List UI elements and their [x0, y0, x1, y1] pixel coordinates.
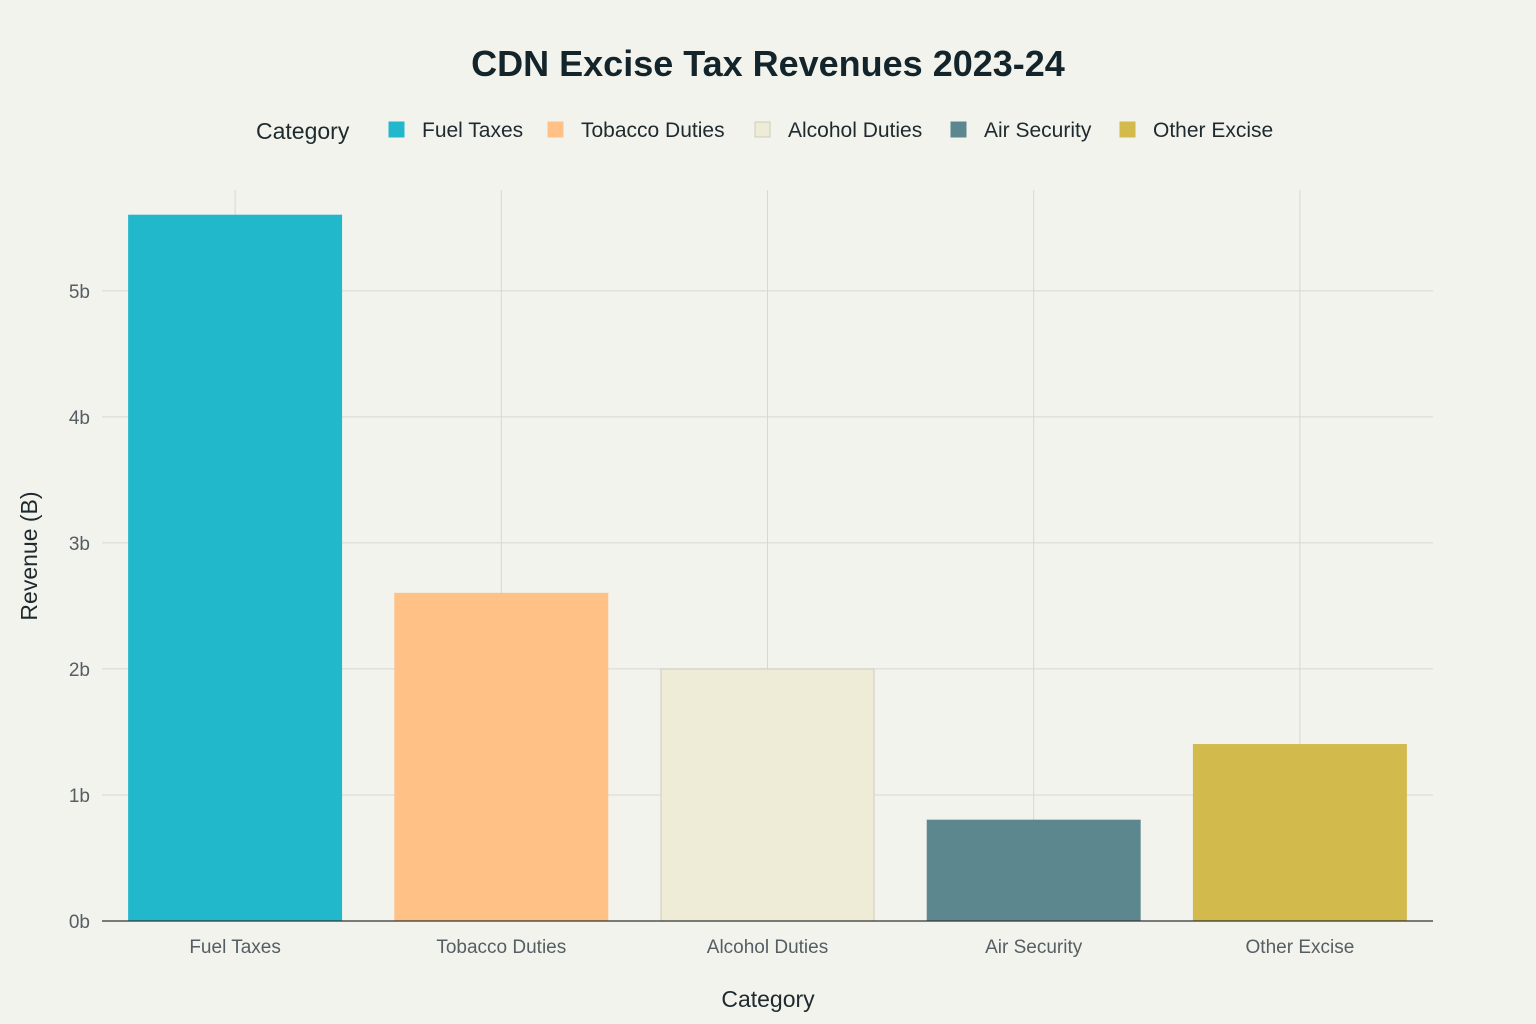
legend-entry-label: Alcohol Duties [788, 119, 922, 142]
legend-entry-label: Fuel Taxes [422, 119, 523, 142]
legend-title: Category [256, 118, 350, 144]
x-tick-label: Air Security [985, 937, 1083, 958]
x-axis-title: Category [721, 986, 815, 1012]
y-tick-label: 4b [69, 408, 90, 429]
x-tick-label: Tobacco Duties [436, 937, 566, 958]
y-tick-label: 1b [69, 786, 90, 807]
ticks: 0b 1b 2b 3b 4b 5b Fuel Taxes Tobacco Duties Alco… [69, 282, 1433, 958]
legend-swatch [754, 121, 771, 138]
legend-swatch [388, 121, 405, 138]
x-tick-label: Other Excise [1246, 937, 1355, 958]
bar-air-security [926, 819, 1141, 922]
y-axis-title: Revenue (B) [16, 491, 42, 620]
y-tick-label: 5b [69, 282, 90, 303]
bar-other-excise [1192, 744, 1407, 922]
legend-swatch [547, 121, 564, 138]
legend-entry-label: Other Excise [1153, 119, 1273, 142]
legend-entry-label: Air Security [984, 119, 1092, 142]
legend-swatch [950, 121, 967, 138]
x-tick-label: Fuel Taxes [189, 937, 281, 958]
bar-alcohol-duties [660, 668, 875, 922]
x-tick-label: Alcohol Duties [707, 937, 828, 958]
legend: Category Fuel Taxes Tobacco Duties Alcohol… [256, 118, 1273, 144]
y-tick-label: 2b [69, 660, 90, 681]
legend-entry-label: Tobacco Duties [581, 119, 725, 142]
chart-title: CDN Excise Tax Revenues 2023-24 [471, 43, 1065, 84]
y-tick-label: 3b [69, 534, 90, 555]
y-tick-label: 0b [69, 912, 90, 933]
legend-swatch [1119, 121, 1136, 138]
bar-tobacco-duties [394, 592, 609, 922]
bar-fuel-taxes [128, 214, 343, 922]
